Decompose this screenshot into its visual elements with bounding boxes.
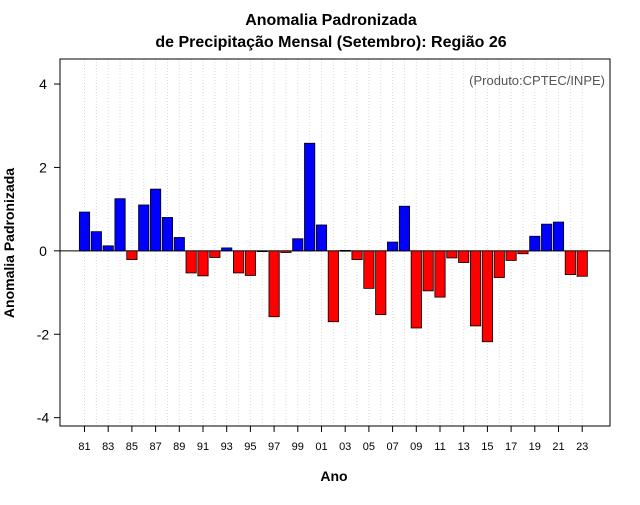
x-tick-label: 23: [576, 441, 588, 453]
bar-2002: [327, 250, 339, 323]
bar-2022: [564, 250, 576, 276]
chart-title-line2: de Precipitação Mensal (Setembro): Regiã…: [155, 34, 506, 51]
x-tick-label: 83: [102, 441, 114, 453]
x-tick-label: 15: [481, 441, 493, 453]
bar-1993: [221, 247, 233, 252]
x-axis: 81 83 85 87 89 91 93 95 97 99 01 03 05 07 09 11 13 15 17 19…: [78, 426, 588, 453]
bar-1982: [90, 231, 102, 252]
plot-frame: [59, 58, 611, 427]
chart-title-line1: Anomalia Padronizada: [245, 12, 417, 29]
bar-1995: [244, 250, 256, 276]
bar-2004: [351, 250, 363, 260]
bar-1997: [268, 250, 280, 318]
x-tick-label: 21: [552, 441, 564, 453]
bar-2023: [576, 250, 588, 277]
y-tick-label: 4: [39, 76, 47, 92]
bar-2007: [387, 241, 399, 252]
bar-1985: [126, 250, 138, 260]
y-tick-label: -2: [37, 326, 50, 342]
bar-2006: [375, 250, 387, 316]
x-tick-label: 95: [244, 441, 256, 453]
x-tick-label: 17: [505, 441, 517, 453]
bar-1990: [185, 250, 197, 274]
x-tick-label: 85: [126, 441, 138, 453]
y-axis-title: Anomalia Padronizada: [1, 168, 17, 318]
bar-2018: [517, 250, 529, 255]
bar-1983: [102, 245, 114, 252]
bar-1992: [209, 250, 221, 258]
bar-1999: [292, 238, 304, 252]
bar-1996: [256, 250, 268, 253]
x-tick-label: 07: [386, 441, 398, 453]
y-tick-label: 2: [39, 159, 47, 175]
bars-layer: [78, 142, 588, 343]
bar-2001: [315, 224, 328, 252]
x-tick-label: 87: [149, 441, 161, 453]
bar-2010: [422, 250, 434, 292]
bar-1981: [78, 211, 91, 252]
bar-2021: [552, 221, 565, 252]
bar-2003: [339, 250, 351, 252]
x-tick-label: 01: [315, 441, 327, 453]
bar-2020: [541, 223, 553, 252]
x-tick-label: 13: [458, 441, 470, 453]
x-tick-label: 05: [363, 441, 375, 453]
bar-2015: [481, 250, 493, 343]
x-axis-title: Ano: [320, 468, 347, 484]
x-tick-label: 89: [173, 441, 185, 453]
bar-2014: [469, 250, 482, 327]
bar-2009: [410, 250, 422, 329]
bar-2019: [529, 235, 541, 252]
bar-2016: [493, 250, 505, 278]
bar-1987: [150, 188, 162, 252]
x-tick-label: 11: [434, 441, 445, 453]
x-tick-label: 09: [410, 441, 422, 453]
bar-2008: [398, 205, 410, 252]
bar-1989: [173, 237, 185, 252]
bar-2000: [304, 142, 316, 252]
bar-1991: [197, 250, 209, 277]
bar-1998: [280, 250, 292, 253]
x-tick-label: 03: [339, 441, 351, 453]
bar-1986: [138, 204, 150, 252]
bar-1988: [161, 217, 174, 252]
bar-2017: [505, 250, 517, 261]
source-note: (Produto:CPTEC/INPE): [469, 73, 605, 88]
x-tick-label: 91: [197, 441, 209, 453]
x-tick-label: 19: [529, 441, 541, 453]
x-tick-label: 81: [78, 441, 90, 453]
y-axis: -4 -2 0 2 4: [37, 76, 60, 426]
bar-1984: [114, 198, 126, 252]
bar-2012: [446, 250, 458, 259]
bar-2011: [434, 250, 446, 298]
bar-2013: [458, 250, 470, 263]
bar-2005: [363, 250, 375, 289]
y-tick-label: -4: [37, 410, 50, 426]
y-tick-label: 0: [39, 243, 47, 259]
x-tick-label: 99: [292, 441, 304, 453]
x-tick-label: 97: [268, 441, 280, 453]
bar-1994: [232, 250, 245, 274]
x-tick-label: 93: [221, 441, 233, 453]
